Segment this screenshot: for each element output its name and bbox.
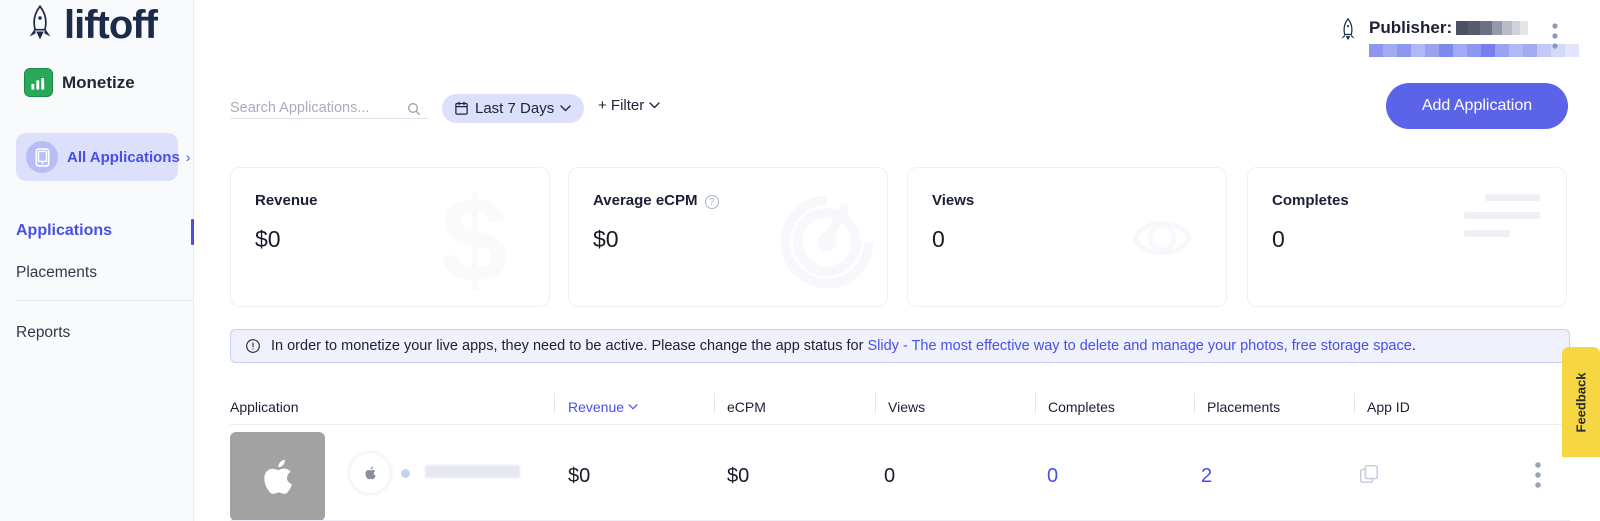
svg-text:$: $ <box>441 186 508 296</box>
